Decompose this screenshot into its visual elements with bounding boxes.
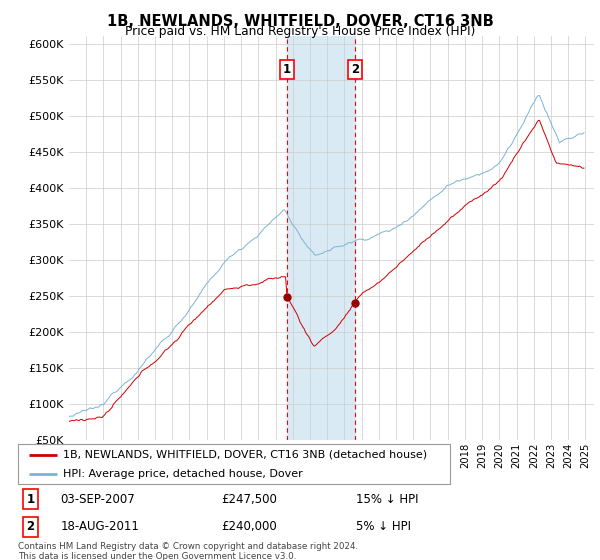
Text: Contains HM Land Registry data © Crown copyright and database right 2024.
This d: Contains HM Land Registry data © Crown c… [18,542,358,560]
Text: HPI: Average price, detached house, Dover: HPI: Average price, detached house, Dove… [64,469,303,478]
Text: 1: 1 [26,493,34,506]
Text: 03-SEP-2007: 03-SEP-2007 [60,493,135,506]
Bar [287,36,355,440]
Text: £247,500: £247,500 [221,493,277,506]
Text: 2: 2 [351,63,359,76]
Text: 15% ↓ HPI: 15% ↓ HPI [356,493,419,506]
Text: 5% ↓ HPI: 5% ↓ HPI [356,520,412,533]
FancyBboxPatch shape [18,444,450,484]
Text: 1: 1 [283,63,291,76]
Text: 2: 2 [26,520,34,533]
Text: 18-AUG-2011: 18-AUG-2011 [60,520,139,533]
Text: £240,000: £240,000 [221,520,277,533]
Text: Price paid vs. HM Land Registry's House Price Index (HPI): Price paid vs. HM Land Registry's House … [125,25,475,38]
Text: 1B, NEWLANDS, WHITFIELD, DOVER, CT16 3NB: 1B, NEWLANDS, WHITFIELD, DOVER, CT16 3NB [107,14,493,29]
Text: 1B, NEWLANDS, WHITFIELD, DOVER, CT16 3NB (detached house): 1B, NEWLANDS, WHITFIELD, DOVER, CT16 3NB… [64,450,427,460]
